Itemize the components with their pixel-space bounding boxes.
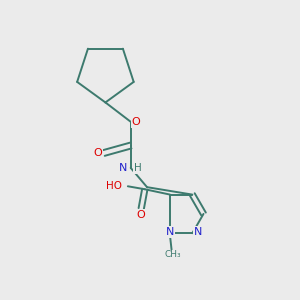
Text: O: O — [93, 148, 102, 158]
Text: HO: HO — [106, 181, 122, 191]
Text: N: N — [194, 227, 202, 237]
Text: O: O — [137, 210, 146, 220]
Text: N: N — [166, 227, 174, 237]
Text: H: H — [134, 163, 142, 173]
Text: CH₃: CH₃ — [165, 250, 181, 260]
Text: O: O — [132, 117, 140, 127]
Text: N: N — [119, 163, 128, 173]
